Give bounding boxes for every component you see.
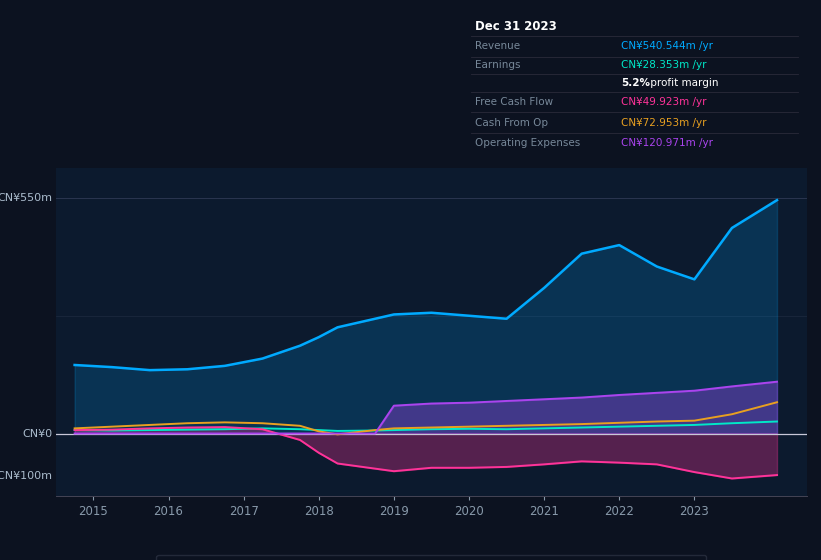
Text: Free Cash Flow: Free Cash Flow xyxy=(475,97,553,107)
Text: CN¥72.953m /yr: CN¥72.953m /yr xyxy=(621,118,707,128)
Legend: Revenue, Earnings, Free Cash Flow, Cash From Op, Operating Expenses: Revenue, Earnings, Free Cash Flow, Cash … xyxy=(157,555,706,560)
Text: Dec 31 2023: Dec 31 2023 xyxy=(475,20,557,33)
Text: CN¥0: CN¥0 xyxy=(22,428,52,438)
Text: Cash From Op: Cash From Op xyxy=(475,118,548,128)
Text: Operating Expenses: Operating Expenses xyxy=(475,138,580,148)
Text: -CN¥100m: -CN¥100m xyxy=(0,472,52,482)
Text: CN¥28.353m /yr: CN¥28.353m /yr xyxy=(621,60,707,71)
Text: 5.2%: 5.2% xyxy=(621,78,650,88)
Text: Revenue: Revenue xyxy=(475,41,520,52)
Text: CN¥540.544m /yr: CN¥540.544m /yr xyxy=(621,41,713,52)
Text: CN¥550m: CN¥550m xyxy=(0,193,52,203)
Text: CN¥120.971m /yr: CN¥120.971m /yr xyxy=(621,138,713,148)
Text: Earnings: Earnings xyxy=(475,60,521,71)
Text: CN¥49.923m /yr: CN¥49.923m /yr xyxy=(621,97,707,107)
Text: profit margin: profit margin xyxy=(646,78,718,88)
